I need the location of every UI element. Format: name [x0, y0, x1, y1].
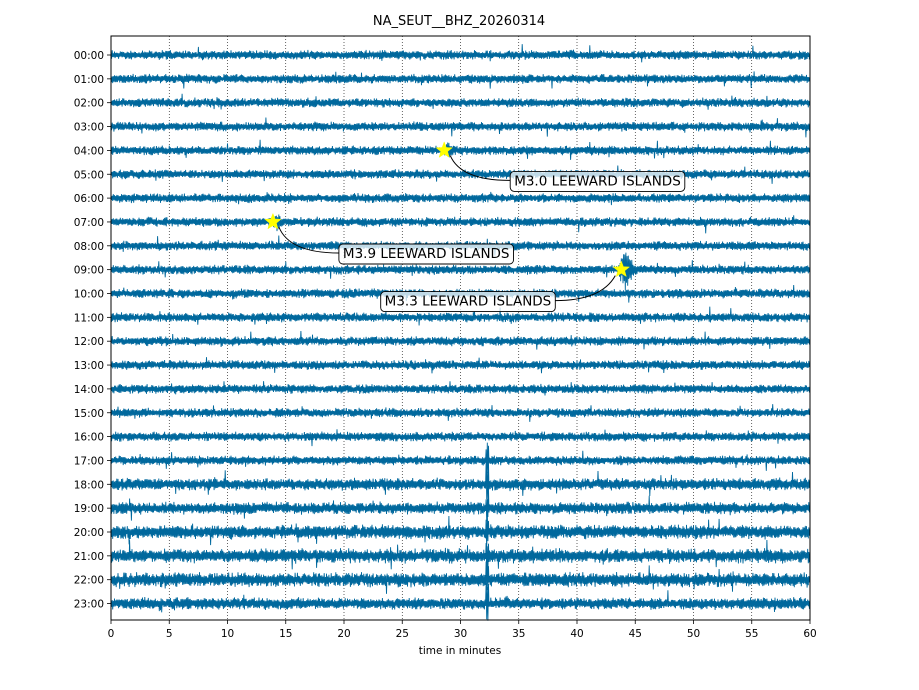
trace-02:00	[110, 93, 811, 110]
event-connector	[449, 155, 511, 181]
y-tick-label: 03:00	[74, 122, 104, 134]
trace-13:00	[110, 357, 811, 374]
event-label: M3.0 LEEWARD ISLANDS	[514, 173, 681, 189]
x-axis-ticks: 0 5 10 15 20 25 30 35 40 45 50 55 60	[108, 620, 817, 640]
y-tick-label: 18:00	[74, 479, 104, 491]
y-tick-label: 12:00	[74, 336, 104, 348]
x-tick-label: 50	[687, 628, 700, 640]
x-tick-label: 40	[570, 628, 583, 640]
event-label-box	[380, 291, 556, 313]
y-tick-label: 21:00	[74, 551, 104, 563]
trace-05:00	[110, 165, 811, 184]
trace-04:00	[110, 139, 811, 160]
x-tick-label: 20	[337, 628, 350, 640]
trace-15:00	[110, 404, 811, 422]
y-tick-label: 00:00	[74, 50, 104, 62]
trace-03:00	[110, 117, 811, 138]
seismic-traces	[110, 44, 811, 621]
x-tick-label: 60	[803, 628, 816, 640]
trace-07:00	[110, 214, 811, 234]
event-star-marker	[435, 141, 453, 158]
event-annotation: M3.9 LEEWARD ISLANDS	[264, 212, 514, 265]
trace-14:00	[110, 381, 811, 396]
trace-20:00	[110, 510, 811, 553]
x-tick-label: 0	[108, 628, 115, 640]
y-tick-label: 01:00	[74, 74, 104, 86]
trace-17:00	[110, 442, 811, 480]
trace-01:00	[110, 71, 811, 89]
trace-00:00	[110, 44, 811, 63]
x-tick-label: 35	[512, 628, 525, 640]
x-tick-label: 15	[279, 628, 292, 640]
x-tick-label: 45	[629, 628, 642, 640]
y-tick-label: 10:00	[74, 289, 104, 301]
y-tick-label: 22:00	[74, 575, 104, 587]
y-tick-label: 23:00	[74, 599, 104, 611]
event-star-marker	[612, 260, 631, 278]
x-axis-label: time in minutes	[419, 645, 501, 657]
y-tick-label: 06:00	[74, 193, 104, 205]
x-tick-label: 10	[221, 628, 234, 640]
y-tick-label: 16:00	[74, 432, 104, 444]
trace-08:00	[110, 235, 811, 256]
event-label-box	[338, 243, 514, 265]
y-axis-ticks: 00:00 01:00 02:00 03:00 04:00 05:00 06:00 07:00…	[74, 50, 111, 611]
event-label-box	[509, 170, 686, 192]
x-tick-label: 5	[166, 628, 173, 640]
y-tick-label: 13:00	[74, 360, 104, 372]
trace-09:00	[110, 252, 811, 291]
vertical-grid	[168, 36, 753, 620]
y-tick-label: 14:00	[74, 384, 104, 396]
y-tick-label: 05:00	[74, 169, 104, 181]
trace-11:00	[110, 306, 811, 326]
event-connector	[555, 275, 616, 302]
y-tick-label: 02:00	[74, 98, 104, 110]
trace-16:00	[110, 429, 811, 447]
event-label: M3.9 LEEWARD ISLANDS	[343, 246, 510, 262]
y-tick-label: 20:00	[74, 527, 104, 539]
trace-22:00	[110, 558, 811, 594]
y-tick-label: 19:00	[74, 503, 104, 515]
chart-title: NA_SEUT__BHZ_20260314	[373, 14, 545, 29]
y-tick-label: 15:00	[74, 408, 104, 420]
trace-18:00	[110, 462, 811, 502]
event-connector	[278, 226, 339, 254]
event-star-marker	[264, 212, 282, 230]
trace-21:00	[110, 539, 811, 574]
event-annotations: M3.0 LEEWARD ISLANDS M3.9 LEEWARD ISLANDS…	[264, 141, 686, 313]
y-tick-label: 09:00	[74, 265, 104, 277]
y-tick-label: 08:00	[74, 241, 104, 253]
y-tick-label: 07:00	[74, 217, 104, 229]
event-annotation: M3.3 LEEWARD ISLANDS	[380, 260, 631, 313]
trace-23:00	[110, 582, 811, 621]
x-tick-label: 25	[396, 628, 409, 640]
trace-19:00	[110, 488, 811, 522]
x-tick-label: 30	[454, 628, 467, 640]
y-tick-label: 11:00	[74, 312, 104, 324]
y-tick-label: 04:00	[74, 145, 104, 157]
y-tick-label: 17:00	[74, 455, 104, 467]
event-label: M3.3 LEEWARD ISLANDS	[385, 294, 552, 310]
trace-12:00	[110, 330, 811, 350]
event-annotation: M3.0 LEEWARD ISLANDS	[435, 141, 686, 192]
trace-06:00	[110, 191, 811, 206]
x-tick-label: 55	[745, 628, 758, 640]
